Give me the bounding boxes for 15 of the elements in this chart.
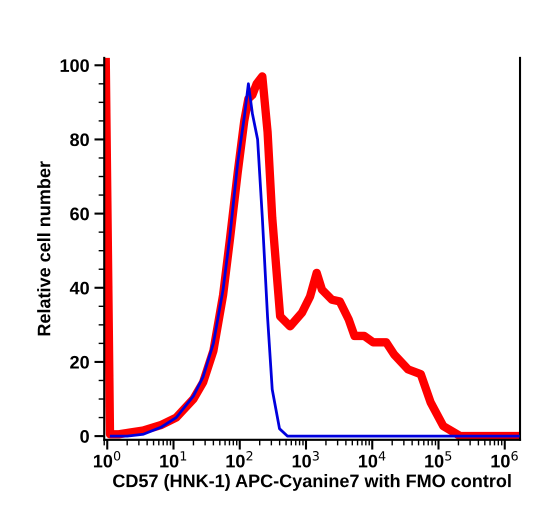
y-tick-label: 0 (80, 430, 89, 443)
y-tick-label: 20 (70, 356, 89, 369)
x-tick-label: 10$^{3}$ (292, 451, 319, 468)
x-axis-title: CD57 (HNK-1) APC-Cyanine7 with FMO control (113, 474, 511, 491)
x-tick-label: 10$^{2}$ (226, 451, 252, 468)
y-axis-title: Relative cell number (37, 161, 50, 336)
x-tick-label: 10$^{4}$ (358, 451, 386, 468)
x-tick-label: 10$^{5}$ (425, 451, 452, 468)
x-tick-label: 10$^{6}$ (491, 451, 518, 468)
x-tick-label: 10$^{1}$ (160, 451, 186, 468)
x-tick-label: 10$^{0}$ (94, 451, 120, 468)
y-tick-label: 80 (70, 133, 89, 146)
y-tick-label: 40 (70, 282, 89, 294)
y-tick-label: 100 (60, 59, 89, 72)
y-tick-label: 60 (70, 208, 89, 220)
